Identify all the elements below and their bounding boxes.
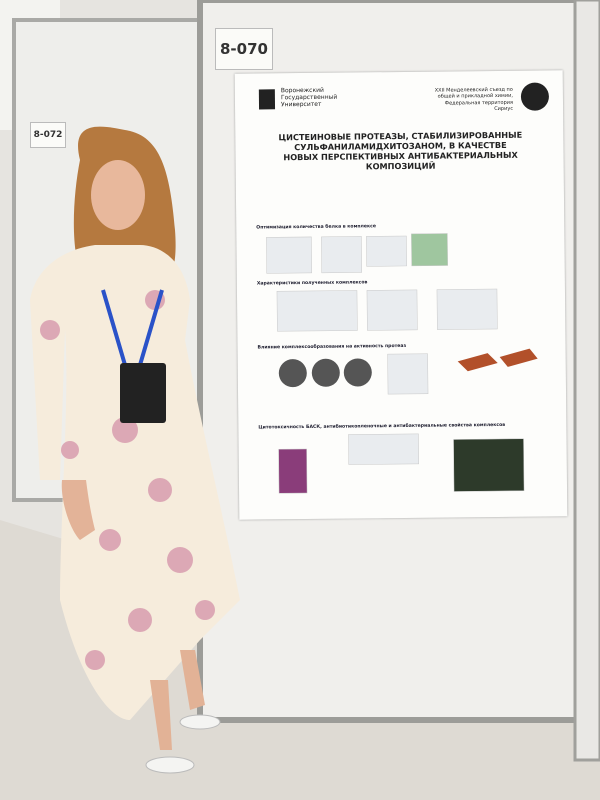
right-panel <box>573 0 600 762</box>
person <box>30 126 240 774</box>
poster-title: ЦИСТЕИНОВЫЕ ПРОТЕАЗЫ, СТАБИЛИЗИРОВАННЫЕ … <box>278 129 523 171</box>
badge <box>120 363 166 423</box>
dress <box>30 245 240 720</box>
congress: XXII Менделеевский съезд по общей и прик… <box>434 86 514 112</box>
molecules <box>278 358 372 388</box>
poster-graphics <box>258 82 549 494</box>
university: Воронежский Государственный Университет <box>280 86 338 109</box>
booth-label: 8-070 <box>215 28 273 70</box>
sandal <box>145 756 195 774</box>
logo <box>258 89 276 110</box>
legs <box>150 650 205 750</box>
afm-images <box>457 348 538 372</box>
hand <box>61 480 95 540</box>
rose-print <box>40 290 215 670</box>
figures <box>266 233 525 494</box>
sandal <box>179 714 221 730</box>
booth-label: 8-072 <box>30 122 66 148</box>
poster: Воронежский Государственный Университет … <box>234 70 568 520</box>
face <box>91 160 145 230</box>
logo <box>520 82 549 111</box>
